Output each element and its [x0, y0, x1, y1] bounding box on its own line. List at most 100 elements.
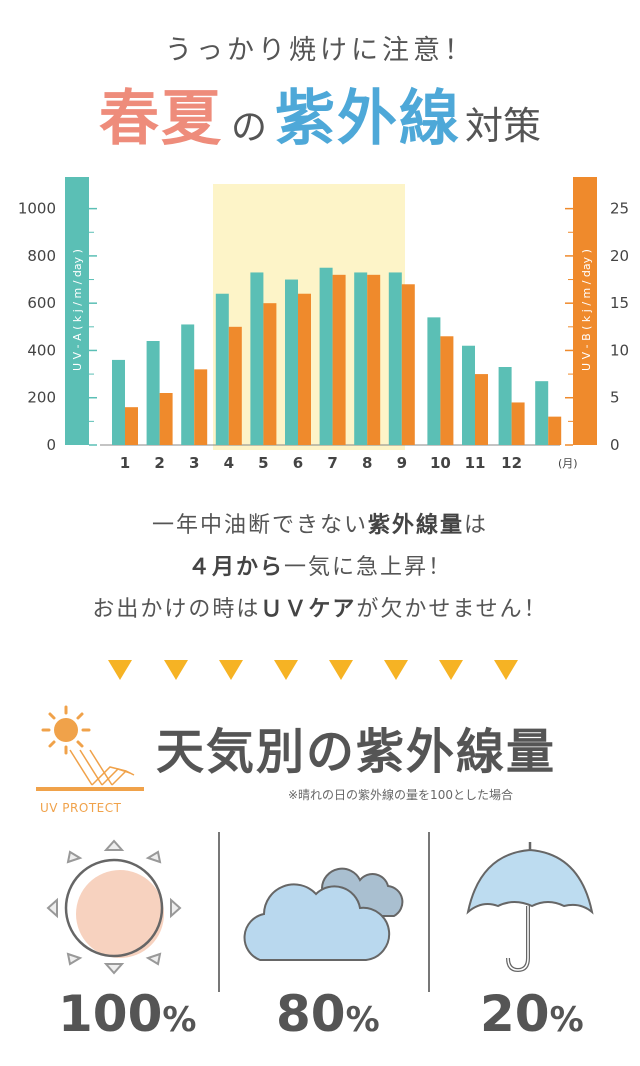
sunny-unit: % [162, 1000, 197, 1040]
rainy-icon [466, 842, 594, 973]
uv-rays-icon [69, 749, 135, 786]
bar-uva [354, 272, 368, 445]
y-tick-label-right: 15 [610, 294, 629, 312]
x-unit-label: (月) [558, 457, 578, 470]
y-tick-label-right: 25 [610, 200, 629, 218]
page-title: 春夏の紫外線 対策 [0, 70, 640, 157]
x-tick-label: 4 [224, 454, 234, 472]
uv-chart: U V - A ( k j / m / day ) U V - B ( k j … [18, 177, 629, 472]
sunny-number: 100 [58, 985, 163, 1043]
message-line-2: ４月から一気に急上昇！ [0, 549, 640, 583]
title-no: の [230, 107, 267, 148]
bar-uva [181, 324, 195, 445]
down-arrow-icon [384, 660, 408, 680]
sun-ray-triangles [46, 839, 182, 975]
bar-uvb [475, 374, 488, 445]
x-tick-label: 7 [327, 454, 337, 472]
y-tick-label-left: 600 [27, 294, 56, 312]
sun-icon [54, 718, 78, 742]
bar-uva [215, 293, 229, 445]
bar-uvb [440, 336, 454, 445]
x-tick-label: 11 [465, 454, 486, 472]
x-tick-label: 2 [154, 454, 164, 472]
msg1-a: 一年中油断できない [151, 513, 368, 538]
cloudy-number: 80 [276, 985, 346, 1043]
y-tick-label-left: 1000 [18, 200, 56, 218]
x-tick-label: 1 [120, 454, 130, 472]
bar-uva [319, 267, 333, 445]
bar-uva [388, 272, 402, 445]
weather-note: ※晴れの日の紫外線の量を100とした場合 [288, 788, 513, 802]
subtitle: うっかり焼けに注意！ [165, 35, 475, 66]
bar-uva [285, 279, 298, 445]
down-arrow-icon [439, 660, 463, 680]
message-line-3: お出かけの時はＵＶケアが欠かせません！ [0, 591, 640, 623]
uv-protect-logo [36, 705, 144, 791]
down-arrow-icon [494, 660, 518, 680]
bar-uva [250, 272, 264, 445]
message-line-1: 一年中油断できない紫外線量は [0, 507, 640, 539]
divider [428, 832, 430, 992]
msg2-a: ４月から [187, 555, 284, 580]
x-tick-label: 9 [397, 454, 407, 472]
down-arrow-icon [108, 660, 132, 680]
bar-uvb [194, 369, 208, 445]
down-arrows [108, 660, 518, 680]
title-spring-summer: 春夏 [98, 84, 223, 154]
down-arrow-icon [219, 660, 243, 680]
y-tick-label-left: 800 [27, 247, 56, 265]
msg3-b: ＵＶケア [260, 597, 357, 622]
bar-uvb [511, 402, 525, 445]
sunny-icon [46, 839, 182, 975]
rainy-value: 20% [480, 985, 584, 1043]
bar-uvb [401, 284, 415, 445]
y-axis-label-right: U V - B ( k j / m / day ) [580, 249, 593, 371]
y-tick-label-left: 400 [27, 341, 56, 359]
cloudy-value: 80% [276, 985, 380, 1043]
x-tick-label: 8 [362, 454, 372, 472]
x-tick-label: 3 [189, 454, 199, 472]
rainy-unit: % [549, 1000, 584, 1040]
left-axis-band [65, 177, 89, 445]
y-tick-label-right: 0 [610, 436, 620, 454]
right-axis-band [573, 177, 597, 445]
sunny-value: 100% [58, 985, 196, 1043]
umbrella-handle [506, 906, 530, 973]
rainy-number: 20 [480, 985, 550, 1043]
uv-protect-text: UV PROTECT [40, 801, 122, 815]
msg1-c: は [464, 513, 489, 538]
msg2-b: 一気に急上昇！ [284, 555, 453, 580]
bar-uva [112, 359, 125, 445]
bar-uvb [228, 326, 242, 445]
y-tick-label-right: 10 [610, 341, 629, 359]
msg3-a: お出かけの時は [92, 597, 261, 622]
msg1-b: 紫外線量 [367, 513, 464, 538]
bar-uvb [367, 274, 381, 445]
down-arrow-icon [329, 660, 353, 680]
down-arrow-icon [164, 660, 188, 680]
bar-uvb [298, 293, 311, 445]
x-tick-label: 10 [430, 454, 451, 472]
msg3-c: が欠かせません！ [356, 597, 548, 622]
y-axis-label-left: U V - A ( k j / m / day ) [71, 249, 84, 371]
cloudy-icon [243, 867, 404, 961]
y-tick-label-left: 0 [46, 436, 56, 454]
bar-uvb [159, 393, 173, 445]
front-cloud [243, 883, 391, 961]
msg2-highlight: ４月から一気に急上昇！ [181, 549, 463, 583]
bar-uva [427, 317, 441, 445]
divider [218, 832, 220, 992]
weather-title: 天気別の紫外線量 [156, 724, 557, 780]
sun-outline [64, 858, 164, 958]
bar-uvb [263, 303, 277, 445]
bar-uva [498, 367, 512, 445]
umbrella-canopy [466, 848, 594, 915]
cloudy-unit: % [345, 1000, 380, 1040]
x-tick-label: 6 [293, 454, 303, 472]
bar-uvb [548, 416, 562, 445]
bar-uva [462, 345, 475, 445]
title-uv: 紫外線 [275, 84, 461, 154]
bar-uvb [332, 274, 346, 445]
y-tick-label-right: 5 [610, 389, 620, 407]
y-tick-label-left: 200 [27, 389, 56, 407]
